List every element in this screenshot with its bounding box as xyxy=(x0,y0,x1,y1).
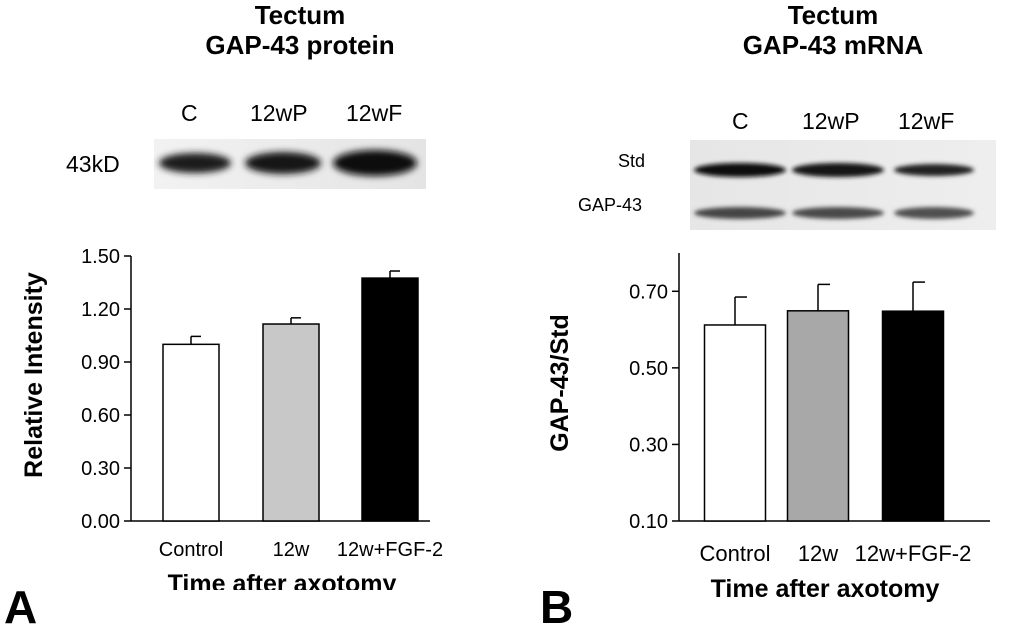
chart-a-y-tick-label: 1.20 xyxy=(81,299,120,321)
panel-a-letter: A xyxy=(4,581,38,633)
chart-b-y-tick-label: 0.30 xyxy=(629,434,668,456)
chart-a-category-label: 12w xyxy=(273,539,310,561)
chart-b-y-axis-label: GAP-43/Std xyxy=(546,314,574,452)
chart-b-bar xyxy=(703,324,767,522)
chart-b-category-label: Control xyxy=(700,541,771,566)
chart-b-category-label: 12w xyxy=(798,541,838,566)
chart-a-y-tick-label: 0.30 xyxy=(81,458,120,480)
chart-a-content: 0.00 0.30 0.60 0.90 1.20 1.50 Control 12w 12w+FG… xyxy=(20,246,443,590)
blot-b-lane-label: C xyxy=(732,108,749,134)
chart-b-y-tick-label: 0.70 xyxy=(629,281,668,303)
blot-b-lane-label: 12wP xyxy=(802,108,860,134)
blot-a-image xyxy=(154,139,426,189)
blot-b-gap43-band xyxy=(792,207,884,219)
blot-b-lane-label: 12wF xyxy=(898,108,955,134)
blot-b-image xyxy=(690,140,996,230)
panel-a-title-line2: GAP-43 protein xyxy=(205,30,395,60)
blot-a-size-label: 43kD xyxy=(66,151,120,177)
chart-a-bar xyxy=(162,343,220,522)
panel-a-title: Tectum GAP-43 protein xyxy=(150,0,450,60)
chart-b-bar xyxy=(881,310,945,522)
blot-b-row-label-std: Std xyxy=(618,151,646,171)
panel-b-title-line2: GAP-43 mRNA xyxy=(742,30,924,60)
blot-b-std-band xyxy=(894,164,974,176)
panel-b-title-line1: Tectum xyxy=(787,0,879,30)
panel-b-title: Tectum GAP-43 mRNA xyxy=(683,0,983,60)
blot-a-lane-label: 12wP xyxy=(250,100,308,126)
panel-a-title-line1: Tectum xyxy=(254,0,346,30)
chart-a-category-label: 12w+FGF-2 xyxy=(337,539,443,561)
chart-b: 0.10 0.30 0.50 0.70 Control 12w 12w+FGF-2 Time … xyxy=(546,253,990,603)
blot-a-lane-label: C xyxy=(181,100,198,126)
blot-a-lane-label: 12wF xyxy=(346,100,403,126)
chart-a-y-tick-label: 1.50 xyxy=(81,246,120,268)
panel-b-letter: B xyxy=(540,581,574,633)
blot-b-std-band xyxy=(792,163,884,177)
blot-a-band xyxy=(333,150,417,176)
chart-b-content: 0.10 0.30 0.50 0.70 Control 12w 12w+FGF-2 Time … xyxy=(546,253,990,603)
blot-b-gap43-band xyxy=(694,207,786,219)
chart-a-y-tick-label: 0.60 xyxy=(81,405,120,427)
chart-b-y-tick-label: 0.10 xyxy=(629,511,668,533)
blot-a-band xyxy=(159,153,231,173)
chart-a-y-axis-label: Relative Intensity xyxy=(20,272,48,478)
blot-b-gap43-band xyxy=(894,207,974,219)
chart-a: 0.00 0.30 0.60 0.90 1.20 1.50 Control 12w 12w+FG… xyxy=(20,246,443,590)
chart-b-category-label: 12w+FGF-2 xyxy=(855,541,972,566)
chart-a-category-label: Control xyxy=(159,539,223,561)
chart-a-bar xyxy=(262,323,320,522)
chart-a-y-tick-label: 0.90 xyxy=(81,352,120,374)
chart-b-bar xyxy=(786,310,850,522)
chart-a-bar xyxy=(361,277,419,522)
blot-b-row-label-gap43: GAP-43 xyxy=(578,195,643,215)
chart-a-x-axis-label: Time after axotomy xyxy=(168,570,397,590)
chart-a-y-tick-label: 0.00 xyxy=(81,511,120,533)
blot-a-band xyxy=(245,152,321,174)
chart-b-y-tick-label: 0.50 xyxy=(629,358,668,380)
chart-b-x-axis-label: Time after axotomy xyxy=(711,575,940,603)
blot-b-std-band xyxy=(694,163,786,177)
